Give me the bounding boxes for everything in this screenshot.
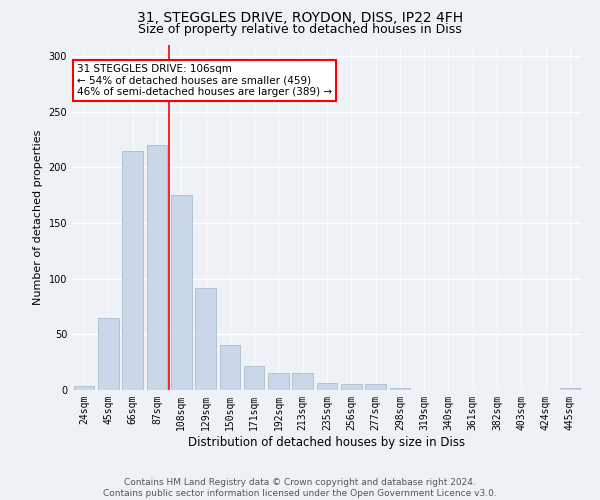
Text: 31 STEGGLES DRIVE: 106sqm
← 54% of detached houses are smaller (459)
46% of semi: 31 STEGGLES DRIVE: 106sqm ← 54% of detac… bbox=[77, 64, 332, 97]
Bar bbox=[122, 150, 143, 390]
Bar bbox=[341, 384, 362, 390]
Bar bbox=[268, 374, 289, 390]
Bar bbox=[389, 388, 410, 390]
Bar bbox=[560, 388, 580, 390]
Text: 31, STEGGLES DRIVE, ROYDON, DISS, IP22 4FH: 31, STEGGLES DRIVE, ROYDON, DISS, IP22 4… bbox=[137, 11, 463, 25]
Text: Size of property relative to detached houses in Diss: Size of property relative to detached ho… bbox=[138, 22, 462, 36]
Bar bbox=[244, 366, 265, 390]
Bar bbox=[146, 145, 167, 390]
Bar bbox=[74, 386, 94, 390]
Bar bbox=[171, 195, 191, 390]
Bar bbox=[292, 374, 313, 390]
Bar bbox=[195, 288, 216, 390]
Bar bbox=[365, 384, 386, 390]
Text: Contains HM Land Registry data © Crown copyright and database right 2024.
Contai: Contains HM Land Registry data © Crown c… bbox=[103, 478, 497, 498]
Bar bbox=[98, 318, 119, 390]
Bar bbox=[220, 346, 240, 390]
Y-axis label: Number of detached properties: Number of detached properties bbox=[33, 130, 43, 305]
Bar bbox=[317, 384, 337, 390]
X-axis label: Distribution of detached houses by size in Diss: Distribution of detached houses by size … bbox=[188, 436, 466, 448]
